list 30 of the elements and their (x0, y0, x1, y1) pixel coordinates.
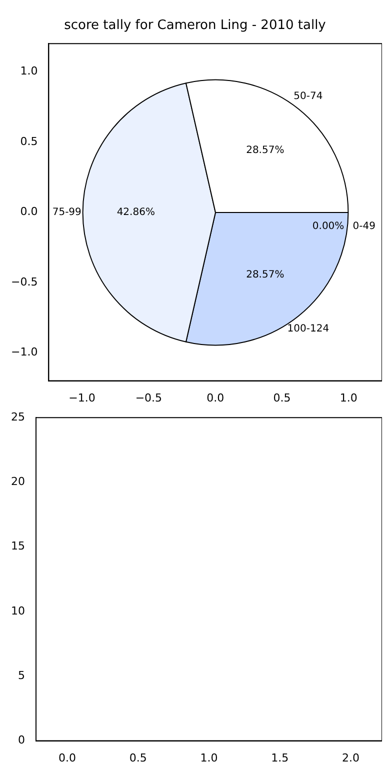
y-tick-label: 1.0 (20, 64, 38, 78)
x-tick-label: 1.5 (271, 751, 289, 764)
x-tick-label: 1.0 (200, 751, 218, 764)
slice-label: 75-99 (52, 206, 82, 218)
x-tick-label: 2.0 (342, 751, 360, 764)
data-label: 42.86% (116, 206, 155, 218)
y-tick-label: −0.5 (10, 275, 38, 288)
chart-title: score tally for Cameron Ling - 2010 tally (64, 18, 326, 34)
y-tick-label: 25 (10, 410, 25, 424)
text: 0.00% (312, 220, 344, 232)
x-tick-label: 0.0 (58, 751, 76, 764)
x-tick-label: 0.5 (129, 751, 147, 764)
y-tick-label: 5 (18, 669, 25, 682)
slice-label: 100-124 (286, 322, 329, 334)
data-label: 28.57% (246, 144, 284, 156)
data-label: 28.57% (246, 268, 284, 280)
x-tick-label: −0.5 (135, 391, 162, 404)
x-tick-label: 0.5 (273, 391, 291, 404)
y-tick-label: 0 (18, 734, 25, 747)
x-tick-label: 0.0 (206, 391, 224, 404)
slice-label: 50-74 (293, 90, 322, 102)
y-tick-label: 10 (10, 604, 25, 618)
y-tick-label: 20 (10, 475, 25, 488)
y-tick-label: 0.0 (20, 205, 38, 218)
x-tick-label: −1.0 (68, 391, 96, 404)
x-tick-label: 1.0 (340, 391, 358, 404)
category-label: 0-49 (352, 220, 376, 232)
y-tick-label: 15 (10, 540, 25, 553)
y-tick-label: −1.0 (10, 346, 38, 359)
y-tick-label: 0.5 (20, 134, 38, 148)
